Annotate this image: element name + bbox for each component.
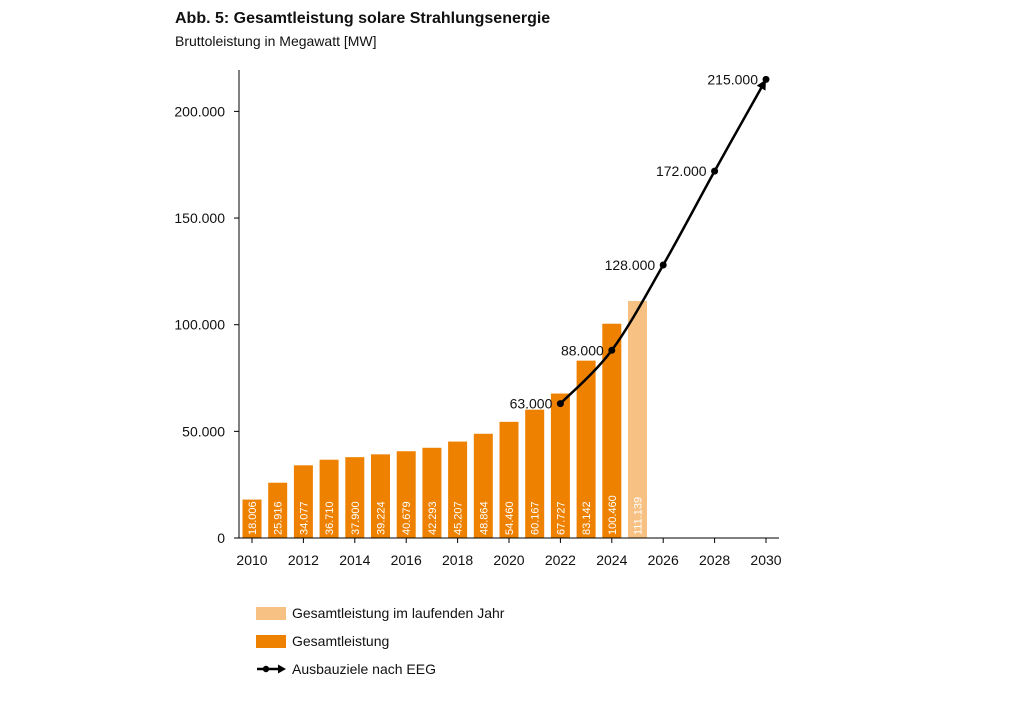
legend: Gesamtleistung im laufenden Jahr Gesamtl… xyxy=(256,604,504,688)
x-tick-label: 2026 xyxy=(648,552,679,568)
bar-value-label: 36.710 xyxy=(324,501,336,535)
bar xyxy=(422,447,442,538)
bar xyxy=(499,421,519,538)
x-tick-label: 2030 xyxy=(750,552,781,568)
y-tick-label: 0 xyxy=(217,530,225,546)
bar-value-label: 45.207 xyxy=(453,501,465,535)
target-point xyxy=(762,75,770,83)
target-point xyxy=(608,346,616,354)
bar xyxy=(319,459,339,538)
bar-value-label: 25.916 xyxy=(273,501,285,535)
legend-label-targets: Ausbauziele nach EEG xyxy=(292,661,436,677)
y-tick-label: 50.000 xyxy=(182,423,225,439)
target-point xyxy=(659,261,667,269)
bar-layer: 18.006 25.916 34.077 36.710 37.900 39.224 40.6… xyxy=(242,300,647,538)
x-tick-label: 2028 xyxy=(699,552,730,568)
target-point-label: 128.000 xyxy=(605,257,656,273)
y-tick-label: 100.000 xyxy=(174,317,225,333)
bar xyxy=(550,393,570,538)
bar-value-label: 48.864 xyxy=(478,501,490,535)
x-tick-label: 2024 xyxy=(596,552,627,568)
bar xyxy=(268,482,288,538)
bar xyxy=(448,441,468,538)
bar-value-label: 37.900 xyxy=(350,501,362,535)
legend-item-total: Gesamtleistung xyxy=(256,632,504,650)
bar-value-label: 18.006 xyxy=(247,501,259,535)
bar xyxy=(602,323,622,538)
x-tick-label: 2022 xyxy=(545,552,576,568)
chart-title: Abb. 5: Gesamtleistung solare Strahlungs… xyxy=(175,10,551,27)
bar-value-label: 111.139 xyxy=(633,497,645,535)
target-point-label: 215.000 xyxy=(707,71,758,87)
bar-value-label: 42.293 xyxy=(427,501,439,535)
legend-item-current-year: Gesamtleistung im laufenden Jahr xyxy=(256,604,504,622)
axes-layer: 0 50.000 100.000 150.000 200.000 2010 2012 2014… xyxy=(174,70,782,568)
legend-item-targets: Ausbauziele nach EEG xyxy=(256,660,504,678)
x-tick-label: 2016 xyxy=(391,552,422,568)
y-tick-label: 150.000 xyxy=(174,210,225,226)
bar xyxy=(576,360,596,538)
bar-value-label: 67.727 xyxy=(555,501,567,535)
legend-label-total: Gesamtleistung xyxy=(292,633,390,649)
bar xyxy=(345,457,365,538)
target-line-arrowhead xyxy=(756,79,766,91)
target-line-layer: 63.000 88.000 128.000 172.000 215.000 xyxy=(510,71,770,412)
bar-value-label: 100.460 xyxy=(607,495,619,535)
bar-value-label: 54.460 xyxy=(504,501,516,535)
y-tick-label: 200.000 xyxy=(174,103,225,119)
target-point-label: 63.000 xyxy=(510,396,553,412)
bar-value-label: 39.224 xyxy=(376,501,388,535)
bar-current-year xyxy=(628,300,647,538)
target-point xyxy=(556,400,564,408)
bar xyxy=(293,465,313,538)
target-point-label: 172.000 xyxy=(656,163,707,179)
x-tick-label: 2012 xyxy=(288,552,319,568)
bar-value-label: 40.679 xyxy=(401,501,413,535)
legend-swatch-total xyxy=(256,634,286,648)
x-tick-label: 2014 xyxy=(339,552,370,568)
bar-value-label: 34.077 xyxy=(298,501,310,535)
bar xyxy=(396,451,416,538)
legend-swatch-current-year xyxy=(256,606,286,620)
chart-subtitle: Bruttoleistung in Megawatt [MW] xyxy=(175,33,377,49)
bar xyxy=(371,454,390,538)
bar xyxy=(525,409,545,538)
bar xyxy=(473,433,493,538)
target-point xyxy=(711,167,719,175)
x-tick-label: 2018 xyxy=(442,552,473,568)
x-tick-label: 2020 xyxy=(493,552,524,568)
x-tick-label: 2010 xyxy=(236,552,267,568)
bar-value-label: 60.167 xyxy=(530,501,542,535)
bar-value-label: 83.142 xyxy=(581,501,593,535)
bar xyxy=(242,499,262,538)
legend-label-current-year: Gesamtleistung im laufenden Jahr xyxy=(292,605,505,621)
target-point-label: 88.000 xyxy=(561,342,604,358)
legend-line-targets-icon xyxy=(257,664,286,674)
